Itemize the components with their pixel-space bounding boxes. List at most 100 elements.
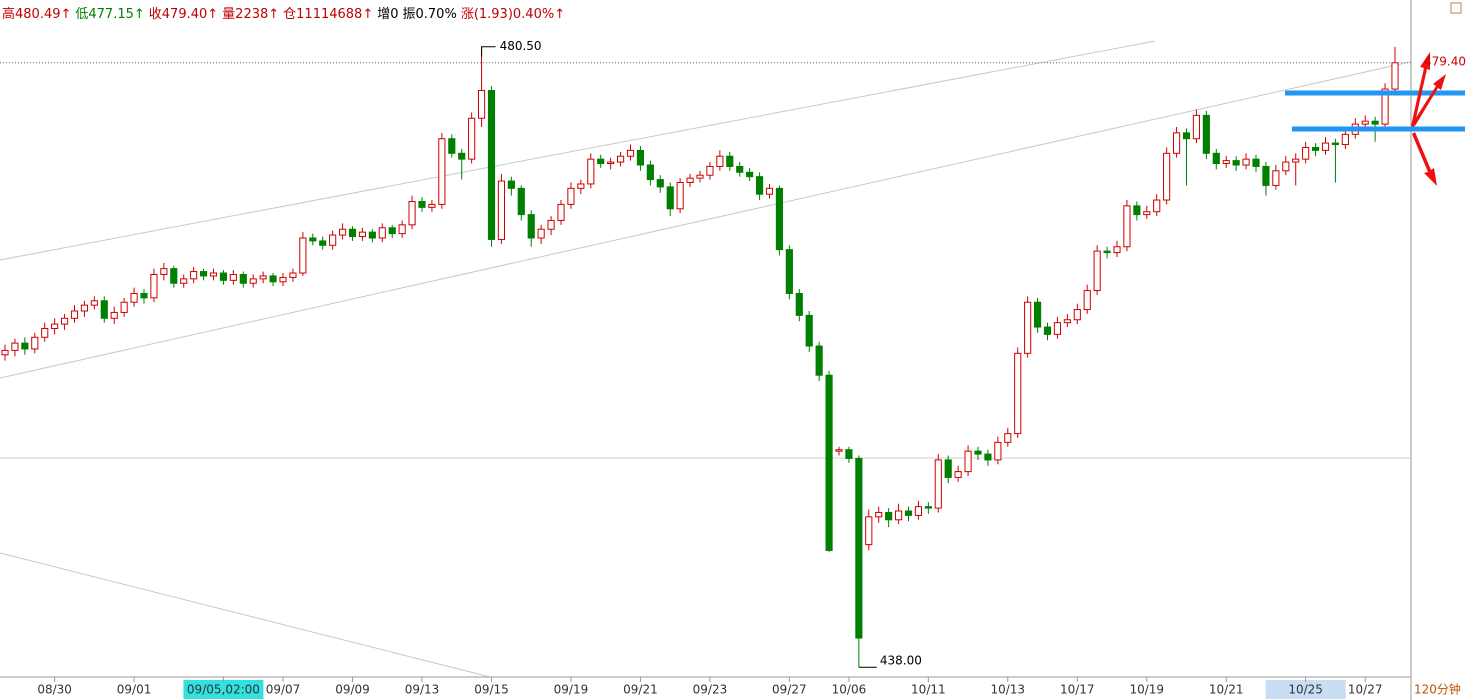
x-tick-label: 09/01 (117, 683, 152, 697)
candle-body (1, 349, 9, 356)
candle-body (815, 345, 823, 376)
candle-body (1093, 250, 1101, 292)
candle-body (736, 165, 744, 173)
candle-body (954, 471, 962, 478)
x-label-highlight (1265, 680, 1346, 699)
candle-body (1242, 158, 1250, 166)
header-item: 低477.15↑ (75, 7, 145, 22)
candle-body (885, 511, 893, 521)
candle-body (567, 187, 575, 205)
candle-body (686, 177, 694, 184)
candle-body (1391, 62, 1399, 90)
candle-body (746, 171, 754, 178)
candle-body (209, 272, 218, 277)
candle-body (706, 165, 714, 176)
candle-body (1331, 142, 1340, 146)
candle-body (795, 292, 803, 316)
candle-body (239, 273, 247, 284)
candle-body (368, 231, 376, 239)
candle-body (309, 237, 317, 242)
candle-body (299, 237, 307, 274)
candle-body (130, 292, 138, 303)
candle-body (1252, 158, 1260, 167)
candle-body (378, 227, 386, 239)
x-tick-label: 09/09 (335, 683, 370, 697)
candle-body (974, 450, 982, 455)
header-item: 振0.70% (402, 7, 457, 22)
candle-body (597, 158, 605, 165)
header-item: 高480.49↑ (2, 7, 72, 22)
candle-body (1292, 158, 1300, 163)
x-tick-label: 09/05,02:00 (187, 683, 260, 697)
candle-body (497, 180, 506, 240)
x-tick-label: 09/15 (474, 683, 509, 697)
arrows (1411, 52, 1446, 186)
last-price-label: 479.40 (1424, 55, 1466, 69)
candle-body (1282, 161, 1290, 172)
candle-body (517, 187, 525, 216)
trend-line (0, 552, 491, 678)
candle-body (279, 276, 287, 283)
candle-body (914, 506, 923, 516)
candle-body (1033, 301, 1042, 328)
candle-body (51, 323, 59, 330)
candle-body (11, 342, 19, 351)
candle-body (428, 203, 436, 208)
candle-body (825, 374, 833, 551)
candle-body (180, 278, 188, 284)
candle-body (676, 182, 684, 210)
candle-body (219, 272, 228, 281)
x-tick-label: 09/21 (623, 683, 658, 697)
candle-body (1143, 211, 1151, 216)
candle-body (1133, 205, 1141, 216)
candle-body (557, 203, 565, 221)
candle-body (964, 450, 972, 473)
candle-body (716, 155, 724, 167)
candle-body (984, 453, 992, 461)
candle-body (1262, 165, 1270, 186)
candle-body (160, 268, 168, 275)
x-tick-label: 10/19 (1129, 683, 1164, 697)
candle-body (1222, 160, 1230, 165)
candle-body (338, 228, 347, 236)
candle-body (1202, 114, 1210, 154)
candle-body (418, 200, 426, 208)
candle-body (448, 138, 456, 154)
low-label: 438.00 (880, 654, 922, 668)
candle-body (1103, 250, 1111, 254)
x-tick-label: 10/17 (1060, 683, 1095, 697)
candle-body (1341, 133, 1349, 146)
candle-body (487, 90, 496, 240)
candle-body (1113, 246, 1121, 254)
x-tick-label: 09/19 (554, 683, 589, 697)
candle-body (100, 300, 108, 319)
corner-icon[interactable] (1450, 2, 1462, 14)
candle-body (90, 300, 98, 306)
candle-body (726, 155, 734, 167)
candle-body (1381, 88, 1389, 125)
candle-body (229, 273, 237, 281)
candle-body (140, 292, 148, 299)
x-tick-label: 10/21 (1209, 683, 1244, 697)
candle-body (31, 336, 39, 350)
x-tick-label: 09/23 (693, 683, 728, 697)
header-item: 涨(1.93)0.40%↑ (460, 7, 566, 22)
candle-body (289, 272, 297, 278)
candle-body (775, 187, 784, 251)
candle-body (944, 459, 952, 478)
x-tick-label: 09/27 (772, 683, 807, 697)
candle-body (507, 180, 515, 189)
candle-body (845, 449, 853, 459)
candle-body (1311, 146, 1320, 151)
candle-body (1073, 309, 1081, 321)
x-label-highlight (183, 680, 264, 699)
candle-body (1272, 170, 1280, 186)
arrow (1412, 74, 1446, 126)
candles (1, 46, 1399, 668)
header-item: 增0 (377, 7, 399, 22)
candle-body (894, 510, 903, 521)
candle-body (408, 200, 416, 226)
drawings (1285, 90, 1465, 132)
x-tick-label: 10/11 (911, 683, 946, 697)
